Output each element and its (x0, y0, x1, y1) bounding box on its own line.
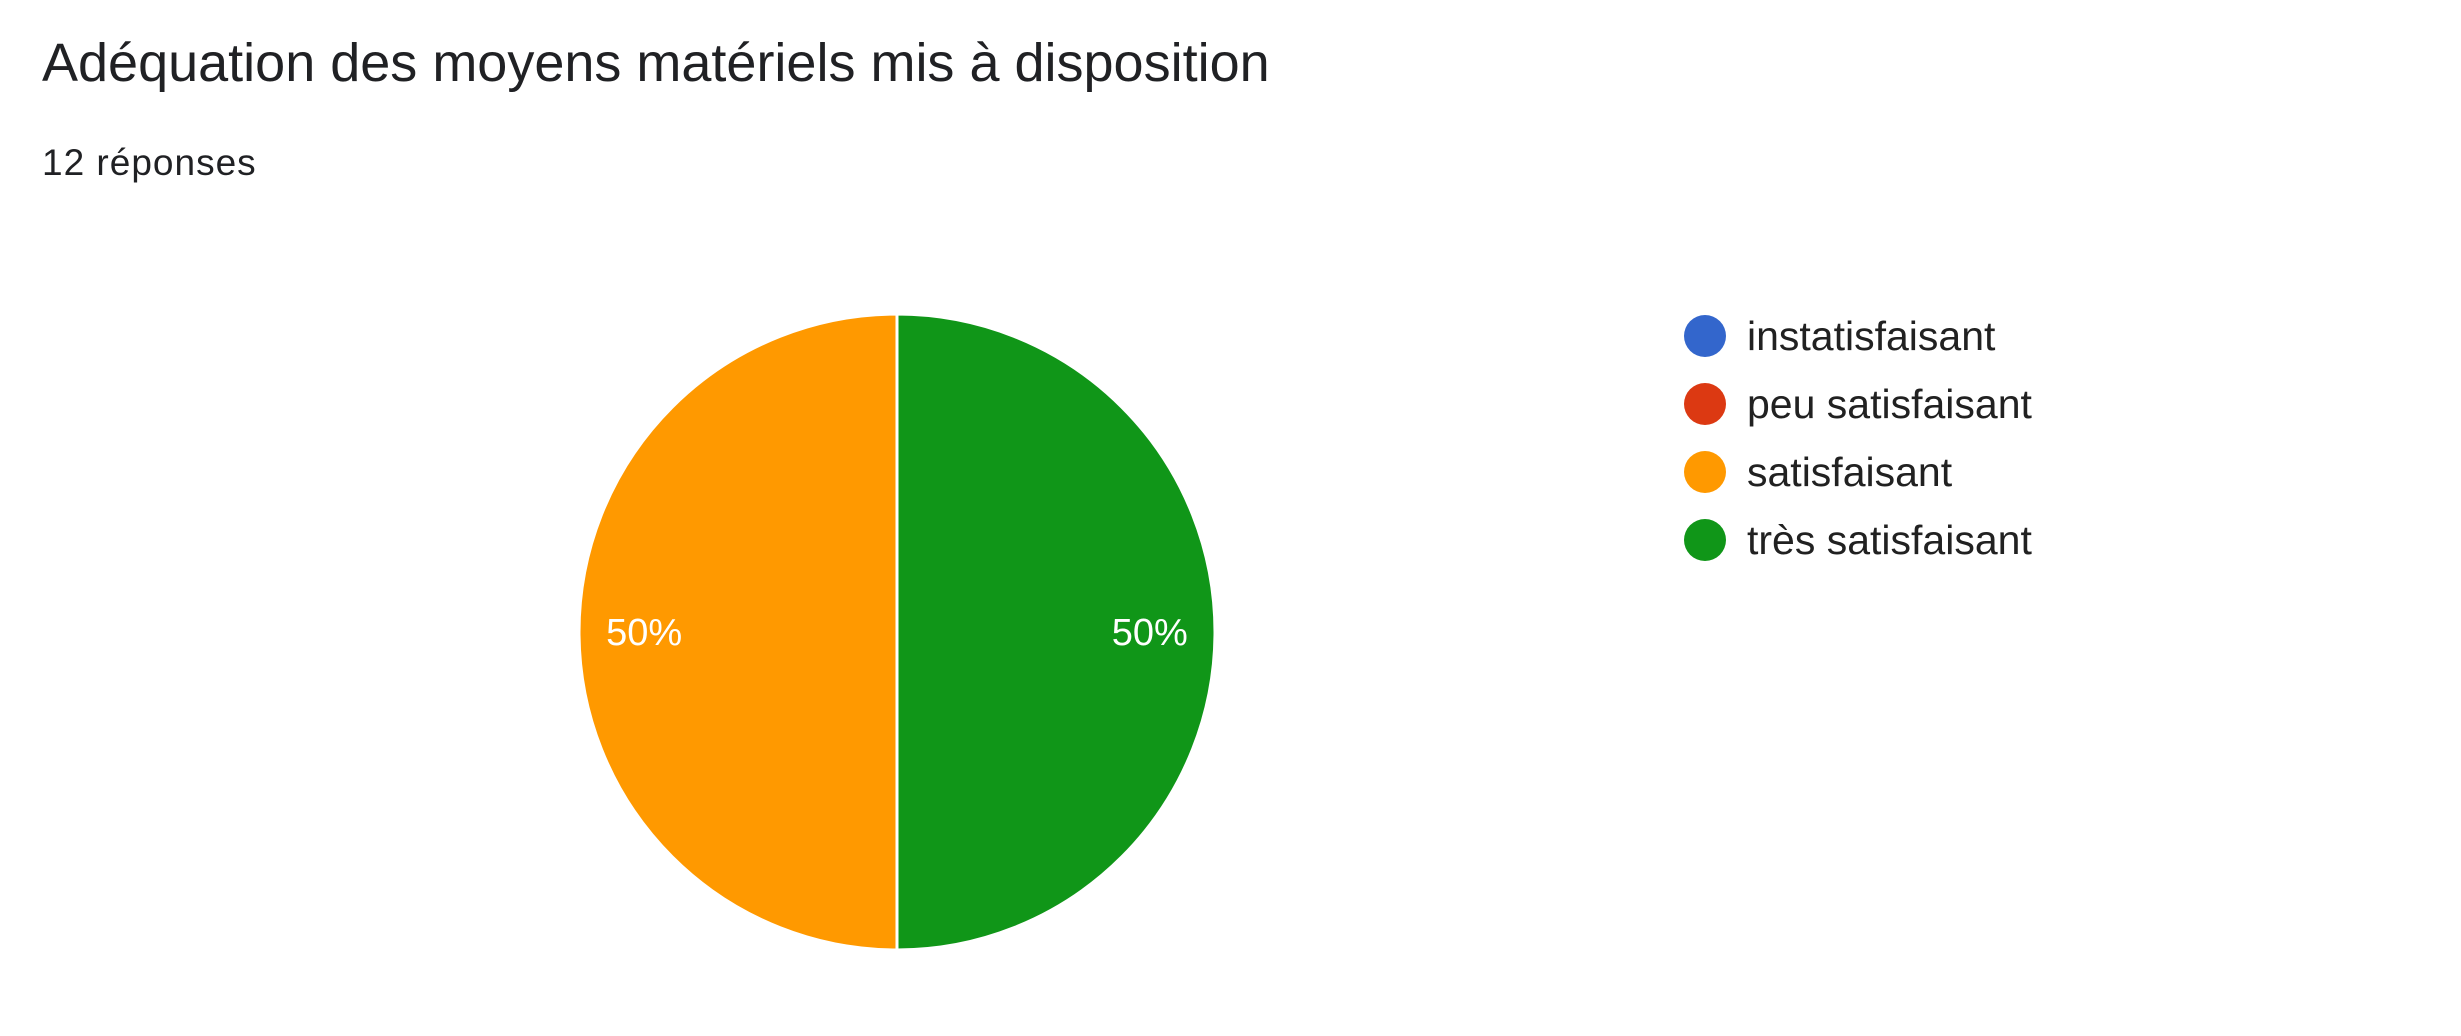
legend-label[interactable]: peu satisfaisant (1747, 381, 2033, 427)
legend-swatch (1684, 519, 1726, 561)
response-count: 12 réponses (42, 142, 257, 183)
pie-slice-labels: 50% 50% (606, 612, 1188, 654)
chart-title: Adéquation des moyens matériels mis à di… (42, 33, 1270, 93)
pie-slices (577, 312, 1217, 952)
pie-slice-satisfaisant[interactable] (577, 312, 899, 952)
pie-slice-très-satisfaisant[interactable] (895, 312, 1217, 952)
chart-legend: instatisfaisant peu satisfaisant satisfais… (1684, 313, 2033, 563)
pie-slice-label: 50% (1112, 612, 1188, 654)
legend-label[interactable]: très satisfaisant (1747, 517, 2032, 563)
legend-label[interactable]: instatisfaisant (1747, 313, 1996, 359)
legend-label[interactable]: satisfaisant (1747, 449, 1953, 495)
legend-swatch (1684, 315, 1726, 357)
legend-swatch (1684, 383, 1726, 425)
legend-swatch (1684, 451, 1726, 493)
pie-slice-label: 50% (606, 612, 682, 654)
